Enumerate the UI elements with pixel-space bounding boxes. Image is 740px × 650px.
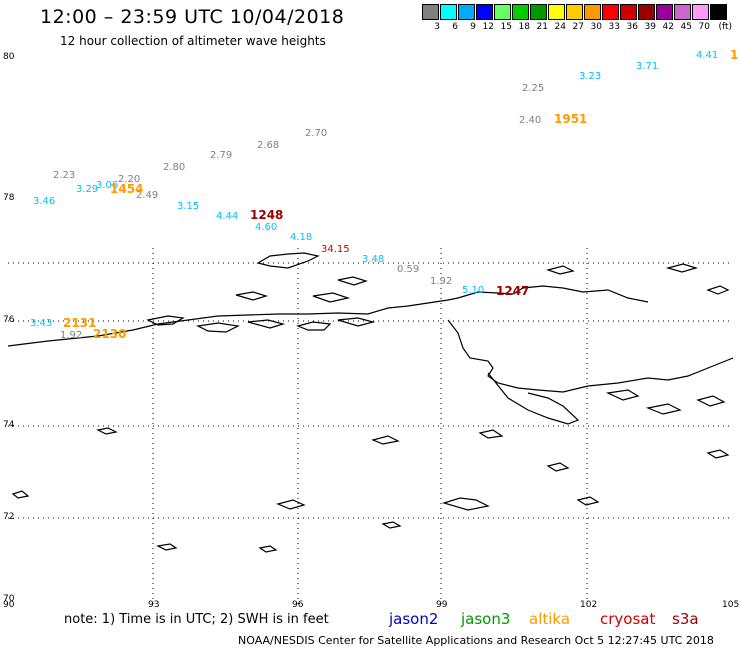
scale-label: 70 bbox=[698, 22, 710, 32]
scale-label: 21 bbox=[536, 22, 548, 32]
wave-height-value: 2.79 bbox=[210, 150, 233, 161]
wave-height-value: 5.10 bbox=[462, 285, 485, 296]
map-subtitle: 12 hour collection of altimeter wave hei… bbox=[60, 34, 326, 48]
scale-swatch bbox=[530, 4, 547, 20]
satellite-legend-jason3: jason3 bbox=[461, 610, 511, 628]
map-area bbox=[7, 248, 734, 605]
wave-height-value: 3.15 bbox=[177, 201, 200, 212]
pass-time-label: 2130 bbox=[93, 327, 127, 341]
wave-height-value: 4.44 bbox=[216, 211, 239, 222]
scale-swatch bbox=[584, 4, 601, 20]
pass-time-label: 1 bbox=[730, 48, 739, 62]
pass-time-label: 1454 bbox=[110, 182, 144, 196]
scale-label: 15 bbox=[500, 22, 512, 32]
wave-height-value: 2.49 bbox=[136, 190, 159, 201]
lat-label-76: 76 bbox=[3, 315, 15, 325]
pass-time-label: 1247 bbox=[496, 284, 530, 298]
scale-label: 9 bbox=[470, 22, 476, 32]
scale-unit: (ft) bbox=[718, 22, 732, 32]
wave-height-value: 1.92 bbox=[430, 276, 453, 287]
wave-height-value: 3.48 bbox=[362, 254, 385, 265]
lat-label-74: 74 bbox=[3, 420, 15, 430]
lon-label-102: 102 bbox=[580, 600, 598, 610]
wave-height-value: 4.41 bbox=[696, 50, 719, 61]
lon-label-90: 90 bbox=[3, 600, 15, 610]
lon-label-93: 93 bbox=[148, 600, 160, 610]
scale-swatch bbox=[602, 4, 619, 20]
wave-height-value: 2.23 bbox=[53, 170, 76, 181]
wave-height-value: 2.25 bbox=[522, 83, 545, 94]
coastline bbox=[7, 252, 734, 553]
scale-swatch bbox=[440, 4, 457, 20]
satellite-legend-altika: altika bbox=[529, 610, 571, 628]
scale-label: 39 bbox=[644, 22, 656, 32]
color-scale bbox=[422, 4, 728, 20]
satellite-legend-jason2: jason2 bbox=[389, 610, 439, 628]
pass-time-label: 2131 bbox=[63, 316, 97, 330]
scale-label: 33 bbox=[608, 22, 620, 32]
scale-label: 24 bbox=[554, 22, 566, 32]
lon-label-96: 96 bbox=[292, 600, 304, 610]
scale-label: 42 bbox=[662, 22, 674, 32]
scale-label: 18 bbox=[518, 22, 530, 32]
wave-height-value: 3.71 bbox=[636, 61, 659, 72]
wave-height-value: 4.18 bbox=[290, 232, 313, 243]
lat-label-78: 78 bbox=[3, 193, 15, 203]
wave-height-value: 3.23 bbox=[579, 71, 602, 82]
wave-height-value: 1.92 bbox=[60, 330, 83, 341]
note-text: note: 1) Time is in UTC; 2) SWH is in fe… bbox=[64, 612, 329, 627]
lon-label-99: 99 bbox=[436, 600, 448, 610]
lat-label-70: 70 bbox=[3, 594, 15, 604]
wave-height-value: 2.68 bbox=[257, 140, 280, 151]
scale-swatch bbox=[620, 4, 637, 20]
scale-swatch bbox=[494, 4, 511, 20]
lat-label-80: 80 bbox=[3, 52, 15, 62]
scale-label: 30 bbox=[590, 22, 602, 32]
wave-height-value: 2.70 bbox=[305, 128, 328, 139]
scale-label: 6 bbox=[452, 22, 458, 32]
scale-swatch bbox=[638, 4, 655, 20]
wave-height-value: 3.29 bbox=[76, 184, 99, 195]
scale-swatch bbox=[566, 4, 583, 20]
scale-swatch bbox=[548, 4, 565, 20]
footer-credit: NOAA/NESDIS Center for Satellite Applica… bbox=[238, 634, 714, 647]
color-scale-labels: 3 6 9 12 15 18 21 24 27 30 33 36 39 42 45 70 (ft) bbox=[422, 22, 732, 32]
wave-height-value: 3.43 bbox=[30, 318, 53, 329]
lon-label-105: 105 bbox=[722, 600, 740, 610]
scale-label: 12 bbox=[482, 22, 494, 32]
scale-label: 36 bbox=[626, 22, 638, 32]
scale-swatch bbox=[458, 4, 475, 20]
wave-height-value: 4.60 bbox=[255, 222, 278, 233]
scale-label: 45 bbox=[680, 22, 692, 32]
pass-time-label: 1951 bbox=[554, 112, 588, 126]
scale-label: 27 bbox=[572, 22, 584, 32]
wave-height-value: 2.80 bbox=[163, 162, 186, 173]
wave-height-value: 2.20 bbox=[118, 174, 141, 185]
scale-swatch bbox=[692, 4, 709, 20]
grid-lines bbox=[8, 248, 733, 605]
wave-height-value: 3.06 bbox=[96, 180, 119, 191]
scale-swatch bbox=[422, 4, 439, 20]
scale-swatch bbox=[476, 4, 493, 20]
wave-height-value: 2.40 bbox=[519, 115, 542, 126]
wave-height-value: 3.46 bbox=[33, 196, 56, 207]
satellite-legend-s3a: s3a bbox=[672, 610, 699, 628]
lat-label-72: 72 bbox=[3, 512, 15, 522]
wave-height-value: 34.15 bbox=[321, 244, 350, 255]
scale-swatch bbox=[710, 4, 727, 20]
pass-time-label: 1248 bbox=[250, 208, 284, 222]
wave-height-value: 0.59 bbox=[397, 264, 420, 275]
scale-swatch bbox=[674, 4, 691, 20]
satellite-legend-cryosat: cryosat bbox=[600, 610, 656, 628]
scale-swatch bbox=[512, 4, 529, 20]
map-title: 12:00 – 23:59 UTC 10/04/2018 bbox=[40, 6, 345, 28]
scale-label: 3 bbox=[434, 22, 440, 32]
scale-swatch bbox=[656, 4, 673, 20]
